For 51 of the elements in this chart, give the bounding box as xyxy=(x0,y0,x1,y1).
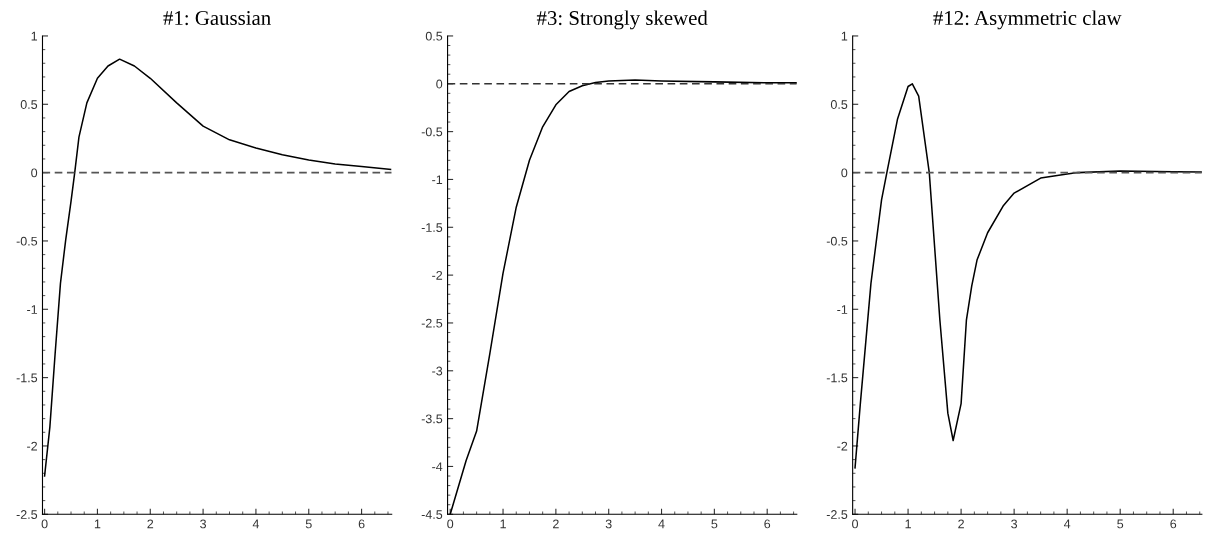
x-tick-label: 0 xyxy=(852,519,859,529)
x-tick-label: 2 xyxy=(553,519,559,529)
y-tick-label: 0.5 xyxy=(830,100,848,109)
x-tick-label: 6 xyxy=(764,519,771,529)
y-tick-label: -2 xyxy=(27,441,37,451)
y-tick-label: 0 xyxy=(436,79,443,89)
x-tick-label: 1 xyxy=(500,519,506,529)
y-tick-label: 0.5 xyxy=(425,31,443,41)
y-tick-label: -2.5 xyxy=(421,318,443,328)
chart-title: #3: Strongly skewed xyxy=(536,10,708,30)
y-tick-label: -1.5 xyxy=(421,223,443,232)
y-tick-label: 0 xyxy=(31,168,38,178)
x-tick-label: 2 xyxy=(147,519,154,529)
y-tick-label: -3.5 xyxy=(421,414,443,424)
x-tick-label: 3 xyxy=(200,519,207,529)
y-tick-label: -0.5 xyxy=(826,236,848,246)
chart-title: #12: Asymmetric claw xyxy=(933,10,1122,30)
y-tick-label: -3 xyxy=(432,366,443,376)
y-tick-label: -0.5 xyxy=(421,127,443,137)
x-tick-label: 0 xyxy=(447,519,454,529)
x-tick-label: 4 xyxy=(1063,519,1071,529)
y-tick-label: -2.5 xyxy=(826,510,848,519)
x-tick-label: 5 xyxy=(1117,519,1124,529)
y-tick-label: -1 xyxy=(27,305,38,314)
x-tick-label: 3 xyxy=(1011,519,1018,529)
y-tick-label: 0.5 xyxy=(20,100,38,109)
x-tick-label: 5 xyxy=(711,519,718,529)
y-tick-label: -1 xyxy=(837,305,848,314)
y-tick-label: 1 xyxy=(841,31,848,41)
y-tick-label: -1 xyxy=(432,175,443,184)
x-tick-label: 4 xyxy=(658,519,665,529)
x-tick-label: 6 xyxy=(1170,519,1177,529)
y-tick-label: -1.5 xyxy=(16,373,38,383)
y-tick-label: -4 xyxy=(432,462,443,471)
y-tick-label: 1 xyxy=(31,31,38,41)
y-tick-label: 0 xyxy=(841,168,848,178)
x-tick-label: 3 xyxy=(605,519,612,529)
x-tick-label: 1 xyxy=(905,519,911,529)
x-tick-label: 0 xyxy=(41,519,48,529)
x-tick-label: 4 xyxy=(252,519,260,529)
x-tick-label: 2 xyxy=(958,519,964,529)
x-tick-label: 5 xyxy=(305,519,312,529)
y-tick-label: -2 xyxy=(432,270,443,280)
y-tick-label: -1.5 xyxy=(826,373,848,383)
y-tick-label: -2.5 xyxy=(16,510,38,519)
y-tick-label: -0.5 xyxy=(16,236,38,246)
x-tick-label: 1 xyxy=(94,519,101,529)
y-tick-label: -2 xyxy=(837,441,848,451)
y-tick-label: -4.5 xyxy=(421,510,443,519)
x-tick-label: 6 xyxy=(358,519,365,529)
chart-title: #1: Gaussian xyxy=(163,11,271,26)
